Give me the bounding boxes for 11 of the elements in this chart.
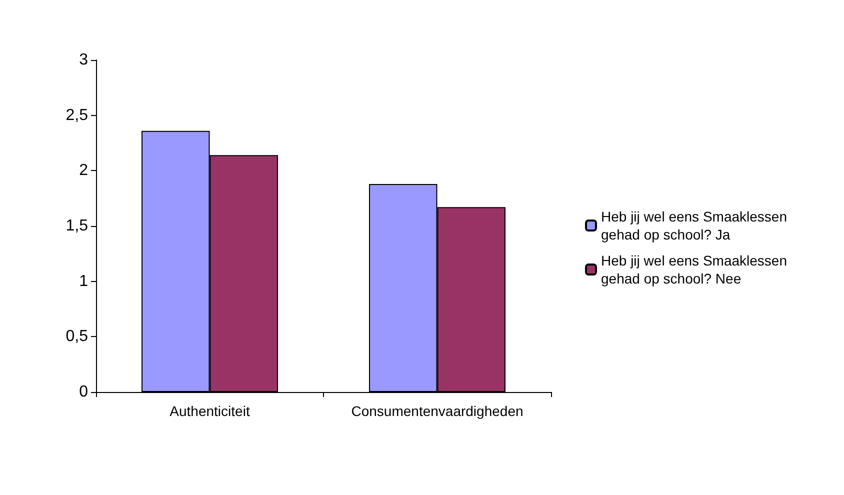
y-tick-label: 2,5	[66, 106, 88, 124]
x-tick-label: Consumentenvaardigheden	[351, 403, 524, 419]
legend-label: Heb jij wel eens Smaaklessen gehad op school? Nee	[601, 252, 791, 286]
y-tick-label: 0	[79, 384, 88, 400]
y-tick-label: 3	[79, 52, 88, 68]
y-tick-label: 2	[79, 162, 88, 180]
y-tick-label: 1	[79, 272, 88, 290]
x-tick-label: Authenticiteit	[170, 403, 250, 419]
y-tick-label: 1,5	[66, 218, 88, 234]
legend-label: Heb jij wel eens Smaaklessen gehad op school? Ja	[601, 208, 791, 242]
y-tick-label: 0,5	[66, 328, 88, 346]
